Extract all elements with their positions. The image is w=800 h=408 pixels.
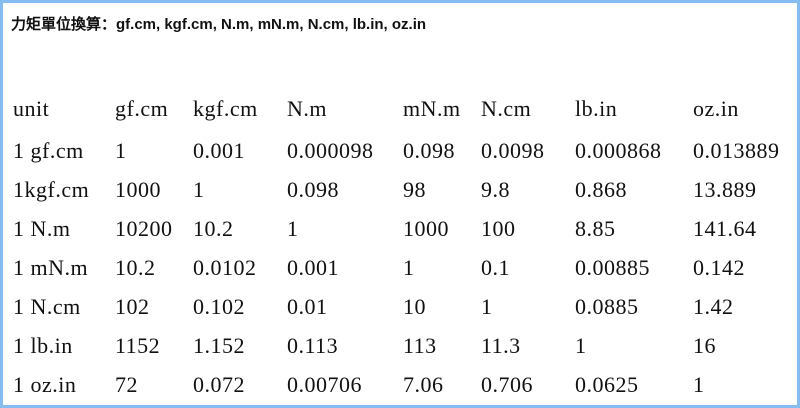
- cell: 9.8: [481, 177, 510, 202]
- cell: 11.3: [481, 333, 521, 358]
- cell: 1: [403, 255, 415, 280]
- row-header: 1 N.cm: [13, 294, 81, 319]
- cell: 0.0102: [193, 255, 257, 280]
- cell: 1: [115, 138, 127, 163]
- column-header: oz.in: [693, 96, 739, 121]
- cell: 1: [575, 333, 587, 358]
- cell: 1000: [115, 177, 161, 202]
- column-header: N.cm: [481, 96, 532, 121]
- cell: 0.098: [287, 177, 339, 202]
- column-header: N.m: [287, 96, 327, 121]
- title: 力矩單位換算：gf.cm, kgf.cm, N.m, mN.m, N.cm, l…: [11, 16, 427, 33]
- cell: 0.868: [575, 177, 627, 202]
- cell: 1: [481, 294, 493, 319]
- cell: 0.113: [287, 333, 339, 358]
- cell: 113: [403, 333, 437, 358]
- cell: 1: [693, 372, 705, 397]
- cell: 0.013889: [693, 138, 780, 163]
- cell: 8.85: [575, 216, 616, 241]
- cell: 0.072: [193, 372, 245, 397]
- cell: 72: [115, 372, 138, 397]
- column-header: mN.m: [403, 96, 461, 121]
- cell: 10.2: [193, 216, 234, 241]
- cell: 0.098: [403, 138, 455, 163]
- row-header: 1 oz.in: [13, 372, 77, 397]
- column-header: unit: [13, 96, 50, 121]
- cell: 100: [481, 216, 516, 241]
- cell: 0.00885: [575, 255, 650, 280]
- column-header: gf.cm: [115, 96, 169, 121]
- cell: 1.152: [193, 333, 245, 358]
- row-header: 1 gf.cm: [13, 138, 84, 163]
- cell: 1152: [115, 333, 161, 358]
- cell: 0.706: [481, 372, 533, 397]
- cell: 0.1: [481, 255, 510, 280]
- column-header: kgf.cm: [193, 96, 258, 121]
- cell: 0.00706: [287, 372, 362, 397]
- cell: 0.142: [693, 255, 745, 280]
- cell: 0.000098: [287, 138, 374, 163]
- cell: 0.0625: [575, 372, 639, 397]
- cell: 16: [693, 333, 716, 358]
- cell: 98: [403, 177, 426, 202]
- cell: 13.889: [693, 177, 757, 202]
- cell: 1.42: [693, 294, 734, 319]
- cell: 0.102: [193, 294, 245, 319]
- cell: 7.06: [403, 372, 444, 397]
- cell: 1: [287, 216, 299, 241]
- column-header: lb.in: [575, 96, 618, 121]
- cell: 0.001: [193, 138, 245, 163]
- cell: 10: [403, 294, 426, 319]
- row-header: 1kgf.cm: [13, 177, 90, 202]
- cell: 1000: [403, 216, 449, 241]
- cell: 10.2: [115, 255, 156, 280]
- cell: 0.0885: [575, 294, 639, 319]
- row-header: 1 lb.in: [13, 333, 73, 358]
- cell: 102: [115, 294, 150, 319]
- cell: 141.64: [693, 216, 757, 241]
- cell: 1: [193, 177, 205, 202]
- cell: 0.01: [287, 294, 328, 319]
- row-header: 1 mN.m: [13, 255, 89, 280]
- row-header: 1 N.m: [13, 216, 71, 241]
- cell: 0.001: [287, 255, 339, 280]
- cell: 0.0098: [481, 138, 545, 163]
- cell: 0.000868: [575, 138, 662, 163]
- cell: 10200: [115, 216, 173, 241]
